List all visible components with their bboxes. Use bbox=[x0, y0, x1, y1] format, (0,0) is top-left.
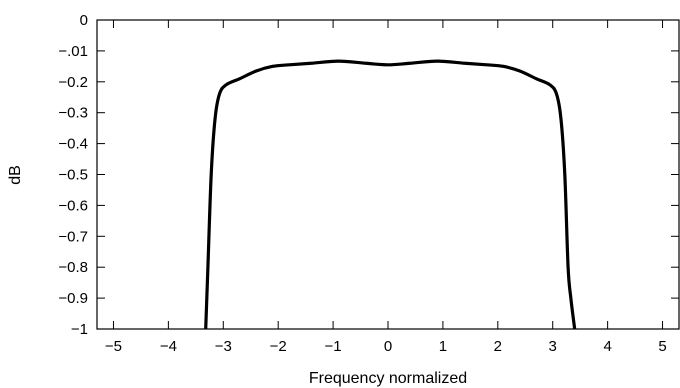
x-tick-label: 3 bbox=[549, 338, 557, 355]
y-axis-ticks: 0 −.01 −0.2 −0.3 −0.4 −0.5 −0.6 −0.7 −0.8 −0.9 −1 bbox=[58, 12, 679, 338]
y-tick-label: −0.8 bbox=[58, 259, 88, 276]
y-tick-label: −0.6 bbox=[58, 197, 88, 214]
y-tick-label: −0.7 bbox=[58, 228, 88, 245]
y-tick-label: −0.9 bbox=[58, 290, 88, 307]
y-tick-label: −0.2 bbox=[58, 74, 88, 91]
x-tick-label: −3 bbox=[215, 338, 232, 355]
y-tick-label: −0.5 bbox=[58, 167, 88, 184]
series-group bbox=[204, 59, 577, 330]
y-axis-label: dB bbox=[7, 165, 24, 185]
x-tick-label: 0 bbox=[384, 338, 392, 355]
series-line bbox=[204, 59, 577, 330]
x-axis-ticks: −5 −4 −3 −2 −1 0 1 2 3 4 5 bbox=[105, 20, 667, 355]
y-tick-label: 0 bbox=[80, 12, 88, 29]
y-tick-label: −.01 bbox=[58, 43, 88, 60]
x-axis-label: Frequency normalized bbox=[309, 370, 467, 387]
x-tick-label: 2 bbox=[494, 338, 502, 355]
x-tick-label: 5 bbox=[658, 338, 666, 355]
x-tick-label: −5 bbox=[105, 338, 122, 355]
x-tick-label: 4 bbox=[603, 338, 611, 355]
x-tick-label: −4 bbox=[160, 338, 177, 355]
x-tick-label: −2 bbox=[270, 338, 287, 355]
x-tick-label: 1 bbox=[439, 338, 447, 355]
x-tick-label: −1 bbox=[325, 338, 342, 355]
y-tick-label: −0.4 bbox=[58, 136, 88, 153]
y-tick-label: −1 bbox=[71, 321, 88, 338]
y-tick-label: −0.3 bbox=[58, 105, 88, 122]
